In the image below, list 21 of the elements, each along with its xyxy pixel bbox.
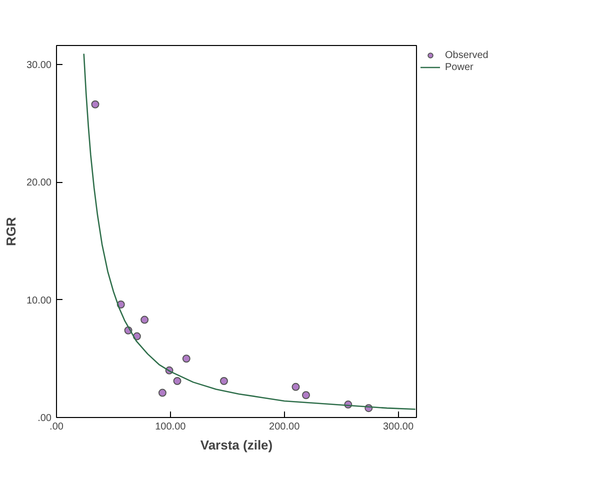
x-axis-title: Varsta (zile) [200,438,273,452]
x-tick-label: 300.00 [382,422,414,432]
x-tick-label: 200.00 [269,422,300,432]
line-series [83,53,416,410]
point [220,377,228,385]
point [292,382,300,391]
x-tick-label: 100.00 [155,422,186,432]
point [182,354,190,363]
point [91,100,100,108]
y-tick-label: 30.00 [26,60,52,71]
y-tick-label: 20.00 [26,178,52,189]
y-tick-label: .00 [38,413,52,424]
legend-label: Observed [445,50,488,60]
point [140,316,149,324]
point [173,377,182,385]
y-axis-title: RGR [3,216,18,246]
point [302,391,310,400]
point [158,388,166,397]
y-tick-label: 10.00 [26,295,52,306]
legend-label: Power [445,62,474,72]
x-tick-label: .00 [50,422,64,432]
